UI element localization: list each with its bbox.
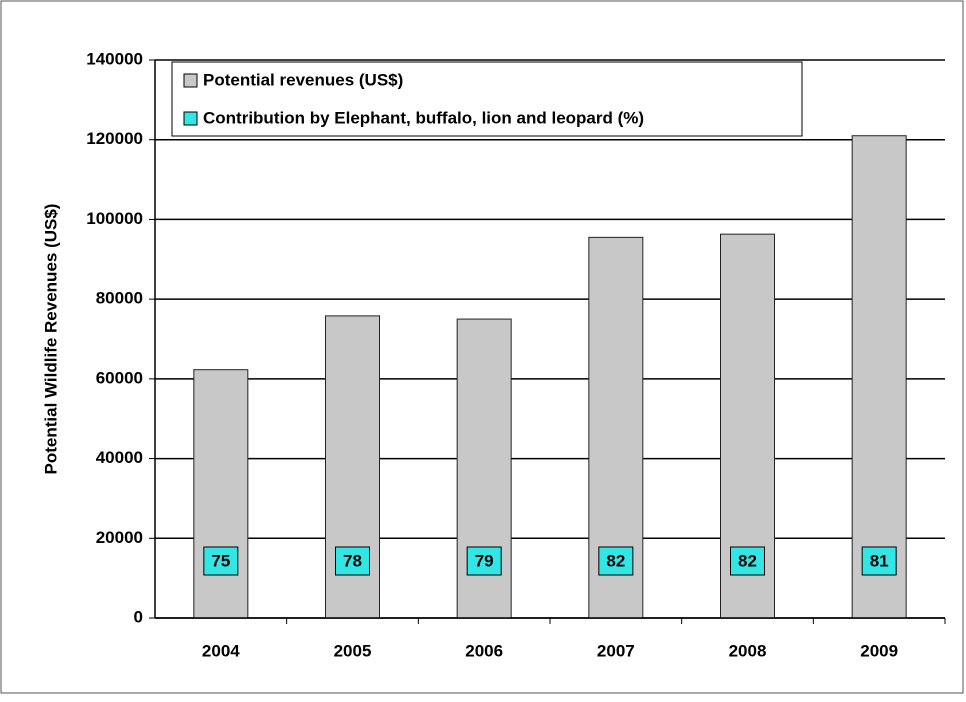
percent-box [335,546,370,576]
bar [193,369,249,619]
y-tick-label: 40000 [96,448,143,467]
y-tick-label: 140000 [86,49,143,68]
percent-label: 75 [211,551,230,570]
legend-label: Potential revenues (US$) [203,70,403,89]
percent-box [730,546,765,576]
percent-label: 79 [475,551,494,570]
bar [851,135,907,619]
percent-label: 81 [870,551,889,570]
percent-label: 82 [738,551,757,570]
percent-box [598,546,634,576]
x-tick-label: 2005 [334,641,372,660]
percent-label: 78 [343,551,362,570]
y-tick-label: 60000 [96,368,143,387]
legend-swatch [183,73,198,88]
y-tick-label: 100000 [86,209,143,228]
x-tick-label: 2009 [860,641,898,660]
x-tick-label: 2008 [729,641,767,660]
x-tick-label: 2004 [202,641,240,660]
legend [171,61,803,137]
y-tick-label: 120000 [86,129,143,148]
legend-swatch [183,111,198,126]
y-tick-label: 80000 [96,289,143,308]
x-tick-label: 2006 [465,641,503,660]
percent-box [203,546,239,576]
y-axis-label: Potential Wildlife Revenues (US$) [41,204,60,475]
percent-box [466,546,502,576]
percent-box [861,546,897,576]
y-tick-label: 0 [134,607,143,626]
x-tick-label: 2007 [597,641,635,660]
y-tick-label: 20000 [96,528,143,547]
legend-label: Contribution by Elephant, buffalo, lion … [203,108,644,127]
percent-label: 82 [606,551,625,570]
